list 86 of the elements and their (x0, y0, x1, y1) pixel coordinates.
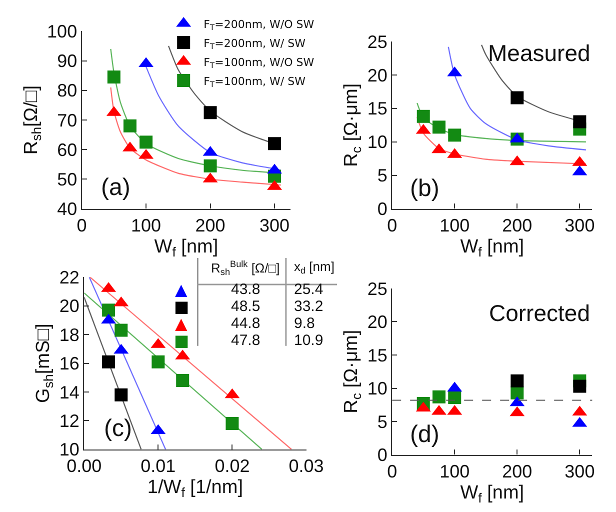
legend-label: F$_{T}$=100nm, W/O SW (204, 56, 314, 70)
annotation: 47.8 (231, 332, 260, 349)
y-tick-label: 18 (59, 324, 80, 345)
point (102, 355, 116, 368)
x-tick-label: 100 (440, 215, 470, 236)
point (448, 128, 462, 142)
annotation: (b) (410, 175, 440, 202)
y-tick-label: 20 (59, 296, 80, 316)
point (268, 137, 282, 150)
x-tick-label: 0.02 (214, 456, 250, 476)
y-tick-label: 50 (57, 169, 78, 190)
y-tick-label: 10 (367, 378, 388, 399)
point (114, 324, 128, 337)
x-tick-label: 300 (260, 215, 290, 236)
legend-label: F$_{T}$=200nm, W/O SW (204, 18, 314, 32)
annotation: (a) (101, 174, 130, 201)
y-tick-label: 60 (57, 140, 78, 160)
annotation: (d) (410, 421, 440, 448)
x-tick-label: 0.03 (288, 456, 324, 476)
annotation: 10.9 (294, 332, 324, 349)
annotation: 9.8 (294, 315, 315, 332)
point (573, 115, 586, 128)
annotation: ■ (174, 297, 190, 316)
y-tick-label: 22 (59, 267, 80, 288)
y-tick-label: 15 (367, 98, 388, 119)
y-tick-label: 90 (57, 51, 78, 72)
point (114, 388, 128, 402)
annotation: Measured (488, 40, 590, 66)
y-tick-label: 14 (59, 382, 80, 402)
annotation: ▲ (175, 314, 188, 333)
x-tick-label: 100 (131, 215, 162, 236)
y-tick-label: 0 (377, 199, 388, 220)
y-tick-label: 20 (367, 312, 388, 332)
point (432, 390, 446, 404)
x-tick-label: 200 (195, 215, 226, 236)
y-tick-label: 16 (59, 354, 80, 374)
point (510, 91, 524, 104)
annotation: 25.4 (294, 281, 324, 298)
x-tick-label: 200 (502, 461, 532, 482)
point (176, 374, 190, 387)
y-tick-label: 15 (367, 345, 388, 366)
y-tick-label: 40 (57, 199, 78, 220)
x-axis-title: W$_{f}$ [nm] (460, 482, 524, 506)
annotation: 48.5 (231, 298, 260, 315)
point (204, 159, 217, 172)
annotation: 33.2 (294, 298, 324, 315)
y-tick-label: 70 (57, 110, 78, 130)
y-tick-label: 80 (57, 80, 78, 101)
annotation: 44.8 (231, 315, 260, 332)
y-tick-label: 25 (367, 32, 388, 52)
x-axis-title: W$_{f}$ [nm] (154, 236, 218, 260)
point (448, 391, 462, 404)
point (432, 120, 446, 134)
x-axis-title: 1/W$_{f}$ [1/nm] (147, 476, 243, 500)
annotation: (c) (104, 415, 132, 442)
annotation: ▲ (175, 280, 188, 299)
x-tick-label: 100 (440, 461, 470, 482)
legend-label: F$_{T}$=100nm, W/ SW (204, 74, 306, 90)
annotation: Corrected (489, 300, 590, 326)
point (416, 110, 430, 123)
x-tick-label: 0.01 (140, 456, 176, 476)
point (510, 374, 524, 388)
line-series (448, 46, 587, 150)
y-tick-label: 10 (367, 132, 388, 152)
y-tick-label: 5 (377, 166, 388, 186)
x-tick-label: 300 (564, 461, 595, 482)
point (123, 119, 136, 132)
text: x$_{d}$ [nm] (294, 259, 334, 276)
point (140, 136, 153, 149)
y-tick-label: 12 (59, 410, 80, 431)
annotation: 43.8 (231, 281, 260, 298)
annotation: R$_{sh}$$^{Bulk}$ [Ω/□] (211, 259, 280, 278)
y-tick-label: 25 (367, 278, 388, 299)
y-tick-label: 5 (377, 412, 388, 432)
annotation: ■ (174, 331, 190, 350)
legend-label: F$_{T}$=200nm, W/ SW (204, 36, 306, 52)
point (152, 355, 165, 368)
point (226, 417, 239, 430)
point (573, 380, 586, 393)
y-tick-label: 20 (367, 65, 388, 86)
point (107, 70, 120, 84)
x-axis-title: W$_{f}$ [nm] (460, 236, 524, 260)
x-tick-label: 300 (564, 215, 595, 236)
point (204, 106, 217, 120)
y-tick-label: 100 (47, 21, 78, 42)
x-tick-label: 200 (502, 215, 532, 236)
